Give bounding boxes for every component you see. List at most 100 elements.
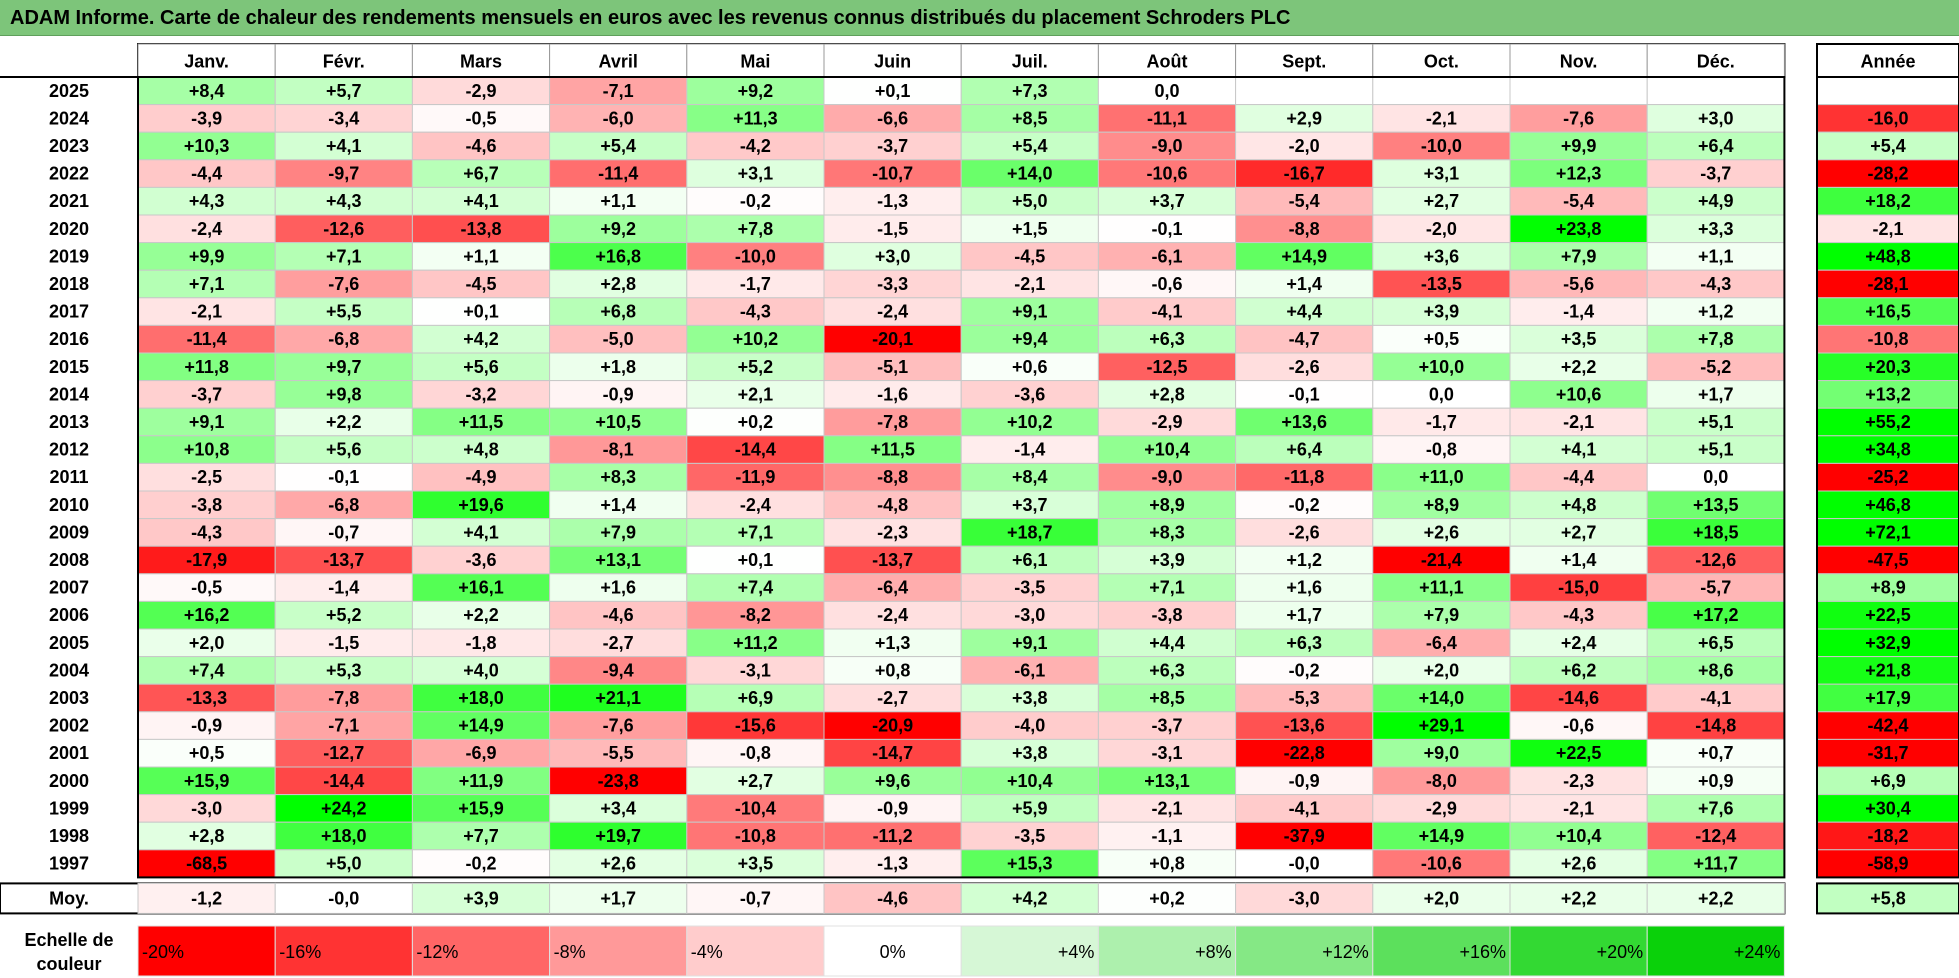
heatmap-cell-value: +4,9 [1698,191,1734,211]
heatmap-cell [960,656,1099,685]
heatmap-cell-value: -1,3 [877,854,908,874]
heatmap-cell [411,214,551,244]
annual-cell-value: +6,9 [1870,771,1906,791]
heatmap-cell-value: -6,4 [1426,633,1457,653]
average-cell [1235,882,1374,914]
scale-swatch-label: +16% [1459,942,1506,962]
heatmap-cell-value: +18,5 [1693,522,1739,542]
scale-swatch [1646,925,1785,977]
heatmap-cell-value: -1,3 [877,191,908,211]
heatmap-cell [411,131,551,161]
heatmap-cell [1646,380,1785,409]
year-label: 2002 [49,716,89,736]
heatmap-cell-value: +7,1 [1149,578,1185,598]
heatmap-cell-value: -8,8 [1289,219,1320,239]
heatmap-cell-value: +0,1 [738,550,774,570]
heatmap-cell [1097,573,1237,602]
heatmap-cell-value: +9,1 [1012,302,1048,322]
heatmap-cell-value: -14,7 [872,743,913,763]
scale-label-line2: couleur [36,954,101,974]
heatmap-cell-value: +18,0 [458,688,504,708]
heatmap-cell-value: -1,7 [740,274,771,294]
heatmap-cell-value: -2,1 [191,302,222,322]
heatmap-cell-value: -2,1 [1563,412,1594,432]
year-label: 2004 [49,660,89,680]
heatmap-cell [686,545,825,575]
heatmap-cell-value: +0,5 [1424,329,1460,349]
heatmap-cell [549,214,688,244]
heatmap-cell-value: -0,9 [191,716,222,736]
heatmap-cell [549,600,688,630]
heatmap-cell-value: -0,5 [465,108,496,128]
heatmap-cell [1646,683,1785,713]
scale-swatch [411,925,551,977]
heatmap-cell [1372,214,1511,244]
annual-cell-value: +34,8 [1865,440,1911,460]
heatmap-cell [1235,269,1374,299]
heatmap-cell-value: +8,9 [1149,495,1185,515]
heatmap-cell [549,435,688,464]
heatmap-cell [960,297,1099,326]
heatmap-cell-value: -3,0 [1014,605,1045,625]
heatmap-cell-value: +2,6 [600,854,636,874]
heatmap-cell-value: -16,7 [1284,164,1325,184]
scale-swatch-label: +8% [1195,942,1232,962]
heatmap-cell [1646,738,1785,768]
heatmap-cell-value: -4,0 [1014,716,1045,736]
heatmap-cell-value: -3,6 [1014,384,1045,404]
heatmap-cell-value: +1,5 [1012,219,1048,239]
heatmap-cell [1646,545,1785,575]
heatmap-cell-value: +7,9 [1424,605,1460,625]
annual-cell [1816,490,1959,520]
annual-cell-value: +5,4 [1870,136,1906,156]
heatmap-cell-value: -5,6 [1563,274,1594,294]
heatmap-cell-value: -4,5 [1014,246,1045,266]
heatmap-cell-value: -13,3 [186,688,227,708]
heatmap-cell [274,435,413,464]
average-cell [1646,882,1785,914]
heatmap-cell-value: +2,2 [1561,357,1597,377]
heatmap-cell [274,600,413,630]
heatmap-cell-value: -2,4 [877,605,908,625]
scale-swatch [137,925,276,977]
heatmap-cell-value: +6,1 [1012,550,1048,570]
month-header-label: Sept. [1282,52,1326,72]
heatmap-cell [549,407,688,437]
scale-swatch-label: -4% [691,942,723,962]
heatmap-cell-value: -2,1 [1151,798,1182,818]
heatmap-cell [1097,490,1237,520]
heatmap-cell-value: +5,3 [326,660,362,680]
month-header-label: Juin [874,52,911,72]
heatmap-cell [1646,656,1785,685]
heatmap-cell-value: +0,7 [1698,743,1734,763]
heatmap-cell-value: -10,0 [735,246,776,266]
heatmap-cell-value: -4,4 [191,164,222,184]
heatmap-cell-value: +10,3 [184,136,230,156]
heatmap-cell [1646,407,1785,437]
scale-swatch [960,925,1099,977]
heatmap-cell [549,490,688,520]
heatmap-cell [411,104,551,133]
year-label: 2000 [49,771,89,791]
heatmap-cell-value: -7,8 [328,688,359,708]
heatmap-cell-value: -2,9 [1426,798,1457,818]
heatmap-cell [1372,711,1511,740]
heatmap-cell-value: +3,8 [1012,743,1048,763]
heatmap-cell [1372,131,1511,161]
heatmap-cell-value: -11,4 [187,329,227,349]
heatmap-cell-value: -17,9 [186,550,227,570]
heatmap-cell-value: -20,1 [872,329,913,349]
heatmap-cell-value: +2,8 [600,274,636,294]
heatmap-cell-value: +4,0 [463,660,499,680]
heatmap-cell-value: +2,7 [1424,191,1460,211]
year-label: 2023 [49,136,89,156]
heatmap-cell [137,214,276,244]
heatmap-cell-value: +1,1 [1698,246,1734,266]
heatmap-cell-value: +19,6 [458,495,504,515]
heatmap-cell-value: +9,6 [875,771,911,791]
annual-cell-value: +8,9 [1870,578,1906,598]
heatmap-cell-value: -7,8 [877,412,908,432]
heatmap-cell [1509,186,1648,216]
month-header-cell [274,43,413,78]
heatmap-cell [1097,352,1237,382]
